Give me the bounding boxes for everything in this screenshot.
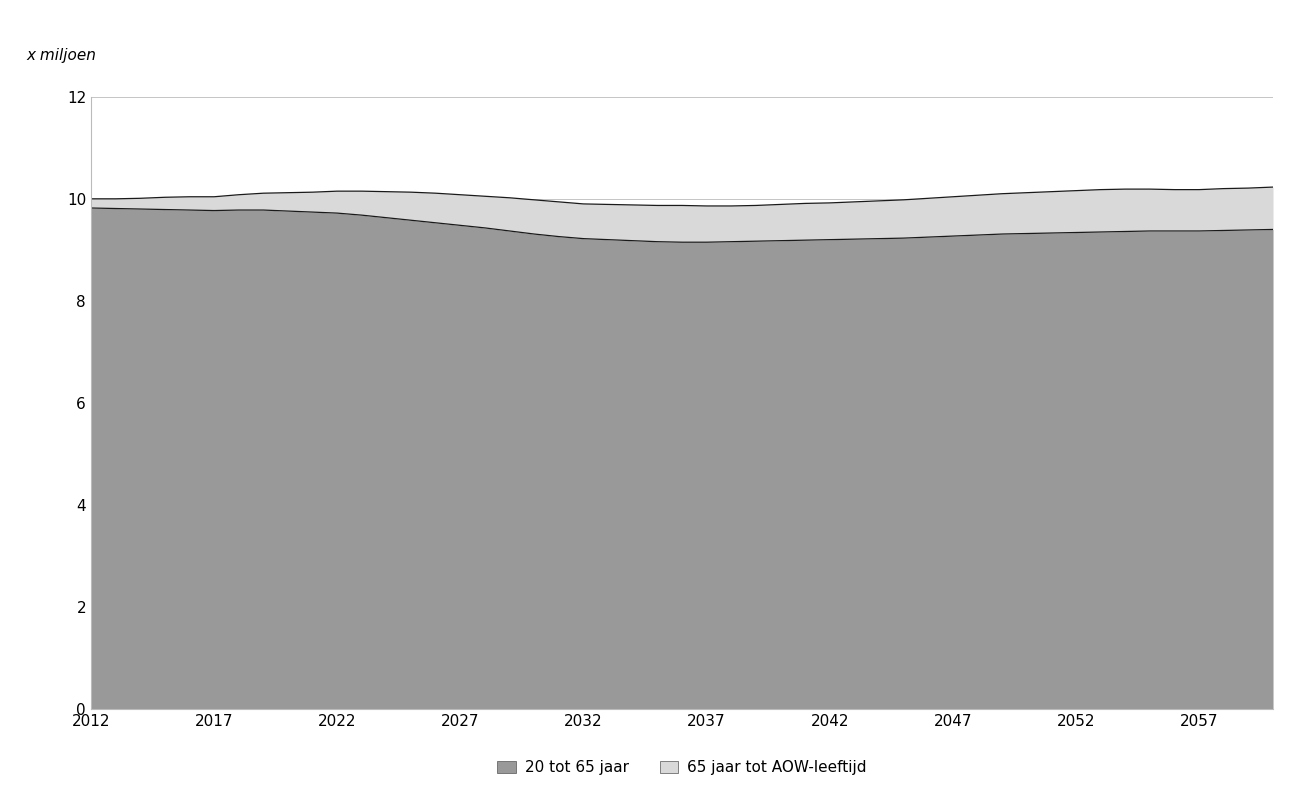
Legend: 20 tot 65 jaar, 65 jaar tot AOW-leeftijd: 20 tot 65 jaar, 65 jaar tot AOW-leeftijd: [491, 754, 873, 781]
Text: x miljoen: x miljoen: [26, 48, 96, 63]
